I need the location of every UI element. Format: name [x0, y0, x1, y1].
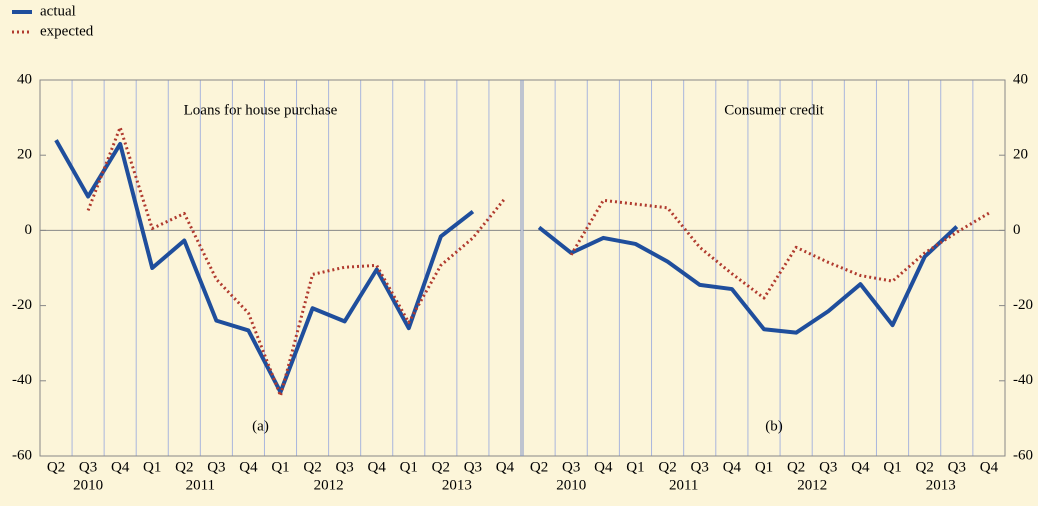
panel-title: Loans for house purchase — [184, 102, 338, 118]
x-tick-label: Q1 — [400, 459, 418, 475]
year-label: 2010 — [73, 477, 103, 493]
x-tick-label: Q3 — [819, 459, 837, 475]
legend-label: expected — [40, 23, 94, 39]
y-tick-label: 20 — [1013, 147, 1028, 163]
x-tick-label: Q4 — [239, 459, 258, 475]
x-tick-label: Q2 — [175, 459, 193, 475]
year-label: 2013 — [926, 477, 956, 493]
x-tick-label: Q1 — [755, 459, 773, 475]
y-tick-label: -20 — [1013, 297, 1033, 313]
x-tick-label: Q1 — [883, 459, 901, 475]
series-line — [86, 125, 507, 398]
year-label: 2012 — [314, 477, 344, 493]
y-tick-label: -40 — [12, 372, 32, 388]
year-label: 2011 — [186, 477, 215, 493]
x-tick-label: Q3 — [335, 459, 353, 475]
y-tick-label: 40 — [17, 71, 32, 87]
panel-label: (a) — [252, 418, 269, 434]
panel-title: Consumer credit — [724, 102, 824, 118]
y-tick-label: -40 — [1013, 372, 1033, 388]
x-tick-label: Q2 — [432, 459, 450, 475]
x-tick-label: Q3 — [691, 459, 709, 475]
x-tick-label: Q1 — [143, 459, 161, 475]
x-tick-label: Q2 — [47, 459, 65, 475]
year-label: 2012 — [797, 477, 827, 493]
panel-label: (b) — [765, 418, 783, 434]
x-tick-label: Q2 — [915, 459, 933, 475]
year-label: 2013 — [442, 477, 472, 493]
x-tick-label: Q3 — [562, 459, 580, 475]
year-label: 2011 — [669, 477, 698, 493]
series-line — [569, 198, 990, 300]
x-tick-label: Q4 — [368, 459, 387, 475]
y-tick-label: -60 — [12, 447, 32, 463]
x-tick-label: Q4 — [851, 459, 870, 475]
legend-label: actual — [40, 3, 76, 19]
series-line — [54, 139, 475, 395]
y-tick-label: 20 — [17, 147, 32, 163]
x-tick-label: Q1 — [626, 459, 644, 475]
y-tick-label: 40 — [1013, 71, 1028, 87]
series-line — [537, 225, 959, 335]
x-tick-label: Q2 — [787, 459, 805, 475]
x-tick-label: Q2 — [303, 459, 321, 475]
x-tick-label: Q4 — [111, 459, 130, 475]
x-tick-label: Q4 — [723, 459, 742, 475]
x-tick-label: Q4 — [594, 459, 613, 475]
y-tick-label: -20 — [12, 297, 32, 313]
x-tick-label: Q4 — [980, 459, 999, 475]
x-tick-label: Q3 — [207, 459, 225, 475]
y-tick-label: 0 — [25, 222, 33, 238]
y-tick-label: 0 — [1013, 222, 1021, 238]
x-tick-label: Q3 — [464, 459, 482, 475]
x-tick-label: Q4 — [496, 459, 515, 475]
year-label: 2010 — [556, 477, 586, 493]
x-tick-label: Q3 — [948, 459, 966, 475]
x-tick-label: Q3 — [79, 459, 97, 475]
x-tick-label: Q2 — [658, 459, 676, 475]
x-tick-label: Q1 — [271, 459, 289, 475]
y-tick-label: -60 — [1013, 447, 1033, 463]
x-tick-label: Q2 — [530, 459, 548, 475]
